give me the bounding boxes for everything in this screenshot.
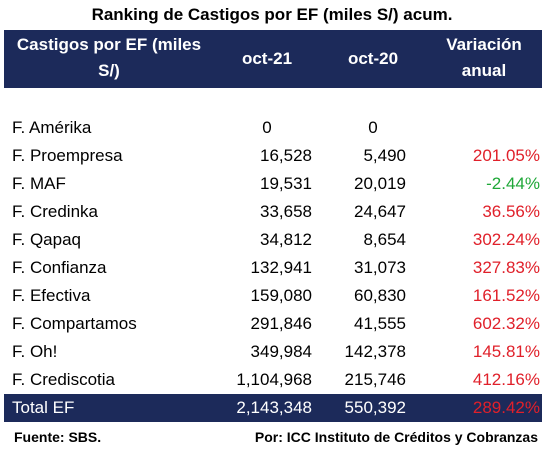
header-variation-line1: Variación	[446, 35, 522, 54]
row-oct20: 0	[368, 118, 378, 137]
header-oct21: oct-21	[241, 49, 293, 68]
row-variation: -2.44%	[486, 174, 540, 193]
row-oct20: 31,073	[354, 258, 406, 277]
footer-author: Por: ICC Instituto de Créditos y Cobranz…	[254, 429, 538, 445]
row-name: F. MAF	[12, 174, 66, 193]
row-variation: 145.81%	[472, 342, 540, 361]
row-oct21: 19,531	[260, 174, 312, 193]
table-row: F. Qapaq 34,812 8,654 302.24%	[4, 226, 542, 254]
row-variation: 602.32%	[472, 314, 540, 333]
row-oct20: 5,490	[363, 146, 406, 165]
row-variation: 36.56%	[482, 202, 540, 221]
table-row: F. Confianza 132,941 31,073 327.83%	[4, 254, 542, 282]
row-oct21: 291,846	[250, 314, 312, 333]
row-oct20: 215,746	[344, 370, 406, 389]
row-variation: 412.16%	[472, 370, 540, 389]
table-title: Ranking de Castigos por EF (miles S/) ac…	[91, 5, 453, 24]
total-row: Total EF 2,143,348 550,392 289.42%	[4, 394, 542, 422]
row-oct20: 60,830	[354, 286, 406, 305]
table-row: F. Proempresa 16,528 5,490 201.05%	[4, 142, 542, 170]
footer: Fuente: SBS. Por: ICC Instituto de Crédi…	[0, 426, 544, 449]
header-entity-line2: S/)	[98, 61, 120, 80]
total-label: Total EF	[12, 398, 75, 417]
row-oct20: 41,555	[354, 314, 406, 333]
table-row: F. Compartamos 291,846 41,555 602.32%	[4, 310, 542, 338]
row-oct21: 0	[262, 118, 272, 137]
total-oct21: 2,143,348	[236, 398, 312, 417]
table-row: F. Efectiva 159,080 60,830 161.52%	[4, 282, 542, 310]
table-row: F. Crediscotia 1,104,968 215,746 412.16%	[4, 366, 542, 394]
header-entity: Castigos por EF (miles S/)	[4, 32, 214, 84]
row-name: F. Confianza	[12, 258, 107, 277]
row-oct21: 34,812	[260, 230, 312, 249]
table-row: F. MAF 19,531 20,019 -2.44%	[4, 170, 542, 198]
row-oct21: 349,984	[250, 342, 312, 361]
row-variation: 201.05%	[472, 146, 540, 165]
row-oct21: 33,658	[260, 202, 312, 221]
table-header: Castigos por EF (miles S/) oct-21 oct-20…	[4, 30, 542, 88]
row-oct21: 132,941	[250, 258, 312, 277]
row-name: F. Qapaq	[12, 230, 81, 249]
total-variation: 289.42%	[472, 398, 540, 417]
table-row: F. Amérika 0 0	[4, 114, 542, 142]
row-oct20: 20,019	[354, 174, 406, 193]
row-variation: 327.83%	[472, 258, 540, 277]
row-oct20: 24,647	[354, 202, 406, 221]
row-name: F. Proempresa	[12, 146, 123, 165]
header-variation-line2: anual	[461, 61, 507, 80]
table-row: F. Oh! 349,984 142,378 145.81%	[4, 338, 542, 366]
total-oct20: 550,392	[344, 398, 406, 417]
row-oct20: 142,378	[344, 342, 406, 361]
header-oct20: oct-20	[347, 49, 399, 68]
row-oct21: 1,104,968	[236, 370, 312, 389]
row-oct21: 159,080	[250, 286, 312, 305]
table-row: F. Credinka 33,658 24,647 36.56%	[4, 198, 542, 226]
row-variation: 302.24%	[472, 230, 540, 249]
table-body: F. Amérika 0 0 F. Proempresa 16,528 5,490 201.…	[4, 114, 542, 394]
header-variation: Variación anual	[426, 32, 542, 84]
row-name: F. Credinka	[12, 202, 98, 221]
header-entity-line1: Castigos por EF (miles	[16, 35, 202, 54]
row-name: F. Oh!	[12, 342, 58, 361]
row-oct20: 8,654	[363, 230, 406, 249]
row-name: F. Crediscotia	[12, 370, 115, 389]
row-name: F. Amérika	[12, 118, 92, 137]
row-variation: 161.52%	[472, 286, 540, 305]
row-name: F. Efectiva	[12, 286, 91, 305]
row-name: F. Compartamos	[12, 314, 137, 333]
footer-source: Fuente: SBS.	[14, 429, 102, 445]
row-oct21: 16,528	[260, 146, 312, 165]
